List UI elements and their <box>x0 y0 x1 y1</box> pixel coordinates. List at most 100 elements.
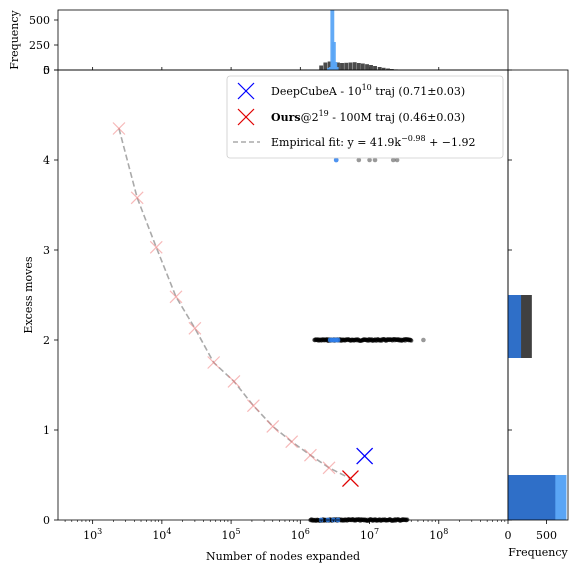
top-histogram-bar <box>333 62 338 70</box>
x-tick-label: 104 <box>152 527 171 542</box>
top-histogram-bar <box>340 63 344 70</box>
scatter-point-blue <box>335 337 341 343</box>
top-histogram-bar <box>373 66 377 70</box>
top-histogram-bar <box>386 68 390 70</box>
right-histogram-bar-overlap <box>508 295 522 358</box>
fit-point-marker <box>304 448 317 462</box>
scatter-point-blue <box>333 157 339 163</box>
top-histogram-bar <box>381 67 386 70</box>
top-histogram-bar <box>348 62 353 70</box>
legend-label-ours: Ours@219 - 100M traj (0.46±0.03) <box>271 109 465 124</box>
top-histogram-ylabel: Frequency <box>8 9 21 69</box>
legend-marker-deepcube <box>237 82 255 100</box>
main-x-ticks: 103 104 105 106 107 108 <box>64 67 506 542</box>
fit-point-marker <box>207 356 221 369</box>
y-tick-label: 5 <box>43 64 50 77</box>
legend-entry-ours: Ours@219 - 100M traj (0.46±0.03) <box>237 108 465 126</box>
top-y-tick-label: 250 <box>29 39 50 52</box>
fit-point-marker-stroke <box>322 461 336 475</box>
scatter-point-black <box>405 517 410 522</box>
scatter-point-black <box>356 157 362 163</box>
fit-point-marker <box>188 321 202 335</box>
y-axis-label: Excess moves <box>22 256 35 333</box>
fit-point-marker <box>285 435 299 449</box>
right-histogram: 0 500 Frequency <box>505 69 569 559</box>
top-histogram-bar <box>327 61 332 70</box>
x-tick-label: 105 <box>222 527 241 542</box>
x-axis-label: Number of nodes expanded <box>206 550 360 563</box>
top-histogram-bar <box>352 62 357 70</box>
right-x-tick-label: 0 <box>505 529 512 542</box>
top-histogram-bar <box>369 65 373 70</box>
legend-frame <box>226 75 504 159</box>
top-y-tick-label: 500 <box>29 14 50 27</box>
legend-label-fit: Empirical fit: y = 41.9k−0.98 + −1.92 <box>271 134 476 149</box>
x-tick-label: 107 <box>360 527 379 542</box>
top-histogram-bar <box>334 67 339 70</box>
fit-point-marker-stroke <box>304 448 317 462</box>
ours-marker <box>342 470 359 488</box>
right-histogram-xlabel: Frequency <box>508 546 568 559</box>
scatter-point-black <box>367 157 372 163</box>
legend: DeepCubeA - 1010 traj (0.71±0.03) Ours@2… <box>226 75 504 159</box>
legend-label-deepcube: DeepCubeA - 1010 traj (0.71±0.03) <box>271 83 465 98</box>
top-histogram-bar <box>336 62 340 70</box>
scatter-point-black <box>409 338 414 343</box>
top-histogram-bar <box>356 63 361 70</box>
fit-point-marker-stroke <box>285 435 299 449</box>
fit-point-marker-stroke <box>266 419 280 433</box>
main-plot: 103 104 105 106 107 108 0 1 2 3 4 5 Number of node… <box>22 64 512 563</box>
fit-point-marker-stroke <box>112 122 126 135</box>
scatter-point-black <box>390 157 396 163</box>
legend-entry-deepcube: DeepCubeA - 1010 traj (0.71±0.03) <box>237 82 465 100</box>
top-histogram-bar <box>319 65 324 70</box>
x-tick-label: 108 <box>429 527 448 542</box>
fit-point-marker-stroke <box>169 290 183 304</box>
top-histogram-bar <box>360 63 365 70</box>
fit-point-marker <box>322 461 336 475</box>
fit-point-marker <box>169 290 183 304</box>
y-tick-label: 4 <box>43 154 50 167</box>
top-histogram-bars <box>319 10 398 70</box>
fit-point-marker-stroke <box>227 374 241 388</box>
top-histogram: 0 250 500 Frequency <box>8 9 509 77</box>
right-histogram-x-ticks: 0 500 <box>505 520 557 542</box>
fit-point-marker <box>246 399 260 413</box>
top-histogram-frame <box>57 9 509 71</box>
top-histogram-bar <box>323 62 328 70</box>
right-histogram-bars <box>508 295 567 520</box>
x-tick-label: 106 <box>291 527 310 542</box>
top-histogram-bar <box>377 67 382 70</box>
y-tick-label: 2 <box>43 334 50 347</box>
scatter-point-black <box>372 157 378 163</box>
scatter-point-black <box>421 337 426 343</box>
fit-point-marker-stroke <box>130 191 144 205</box>
right-histogram-bar-overlap <box>508 475 556 520</box>
legend-marker-ours <box>237 108 255 126</box>
fit-point-marker <box>130 191 144 205</box>
empirical-fit-line <box>118 128 351 480</box>
fit-point-marker-stroke <box>207 356 221 369</box>
fit-point-marker <box>149 240 163 254</box>
fit-point-marker-stroke <box>246 399 260 413</box>
fit-point-marker-stroke <box>188 321 202 335</box>
fit-point-marker <box>227 374 241 388</box>
x-tick-label: 103 <box>83 527 102 542</box>
legend-entry-fit: Empirical fit: y = 41.9k−0.98 + −1.92 <box>233 134 476 149</box>
top-histogram-y-ticks: 0 250 500 <box>29 14 58 77</box>
y-tick-label: 0 <box>43 514 50 527</box>
deepcube-marker-stroke <box>356 447 374 465</box>
top-y-tick-label: 0 <box>43 64 50 77</box>
right-x-tick-label: 500 <box>536 529 557 542</box>
ours-marker-stroke <box>342 470 359 488</box>
fit-point-marker <box>112 122 126 135</box>
fit-point-marker-stroke <box>149 240 163 254</box>
top-histogram-bar <box>330 10 335 70</box>
right-histogram-frame <box>507 69 569 521</box>
main-plot-data <box>112 122 426 523</box>
top-histogram-bar <box>344 62 349 70</box>
y-tick-label: 3 <box>43 244 50 257</box>
deepcube-marker <box>356 447 374 465</box>
top-histogram-bar <box>365 64 369 70</box>
